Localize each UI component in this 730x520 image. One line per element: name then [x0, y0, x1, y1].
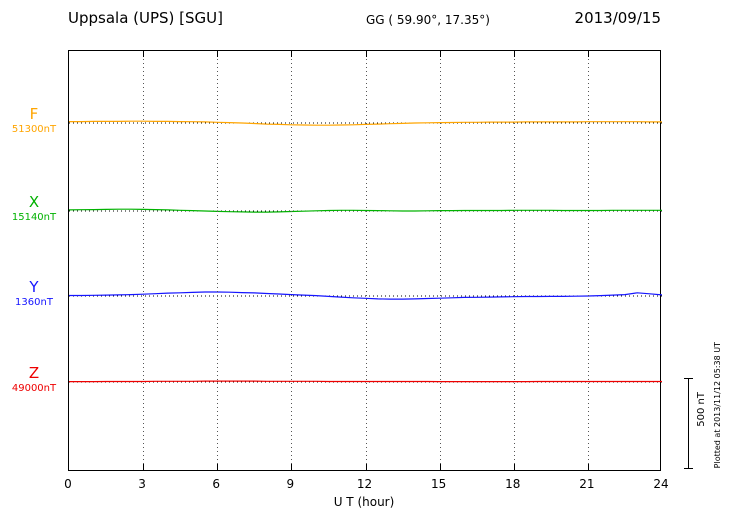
axis-tick	[513, 464, 515, 470]
gridline	[143, 51, 145, 470]
series-label-Z: Z 49000nT	[4, 364, 64, 395]
x-tick-label: 6	[212, 477, 221, 491]
axis-tick	[439, 51, 441, 57]
gridline	[587, 51, 589, 470]
gridline	[217, 51, 219, 470]
axis-tick	[143, 51, 145, 57]
x-tick-label: 15	[430, 477, 447, 491]
scale-bar-line	[688, 378, 689, 469]
axis-tick	[217, 51, 219, 57]
series-Z-name: Z	[28, 364, 40, 382]
plot-date: 2013/09/15	[574, 9, 661, 27]
gridline	[291, 51, 293, 470]
series-X-name: X	[28, 193, 40, 211]
axis-tick	[365, 464, 367, 470]
scale-bar-label: 500 nT	[696, 392, 707, 427]
x-axis-label: U T (hour)	[333, 495, 395, 509]
station-title: Uppsala (UPS) [SGU]	[68, 9, 224, 27]
x-tick-label: 3	[138, 477, 146, 491]
series-F-name: F	[29, 105, 39, 123]
gridline	[439, 51, 441, 470]
x-tick-label: 24	[653, 477, 669, 491]
geo-coordinates: GG ( 59.90°, 17.35°)	[366, 13, 490, 27]
scale-bar	[684, 378, 693, 469]
series-Y-name: Y	[29, 278, 39, 296]
x-tick-label: 0	[64, 477, 72, 491]
series-Y-baseline: 1360nT	[15, 297, 53, 308]
axis-tick	[365, 51, 367, 57]
x-tick-label: 12	[356, 477, 373, 491]
axis-tick	[291, 464, 293, 470]
series-F-baseline: 51300nT	[11, 124, 57, 135]
x-tick-label: 9	[286, 477, 295, 491]
x-tick-label: 21	[579, 477, 595, 491]
plot-area	[68, 50, 662, 471]
gridline	[513, 51, 515, 470]
series-label-Y: Y 1360nT	[4, 278, 64, 309]
axis-tick	[513, 51, 515, 57]
series-Z-baseline: 49000nT	[11, 383, 57, 394]
axis-tick	[587, 51, 589, 57]
series-X-baseline: 15140nT	[11, 212, 57, 223]
series-label-F: F 51300nT	[4, 105, 64, 136]
axis-tick	[217, 464, 219, 470]
x-tick-label: 18	[505, 477, 521, 491]
axis-tick	[291, 51, 293, 57]
series-label-X: X 15140nT	[4, 193, 64, 224]
axis-tick	[143, 464, 145, 470]
axis-tick	[587, 464, 589, 470]
axis-tick	[439, 464, 441, 470]
gridline	[365, 51, 367, 470]
plotted-at-note: Plotted at 2013/11/12 05:38 UT	[713, 342, 722, 469]
scale-bar-bottom-cap	[684, 468, 693, 469]
